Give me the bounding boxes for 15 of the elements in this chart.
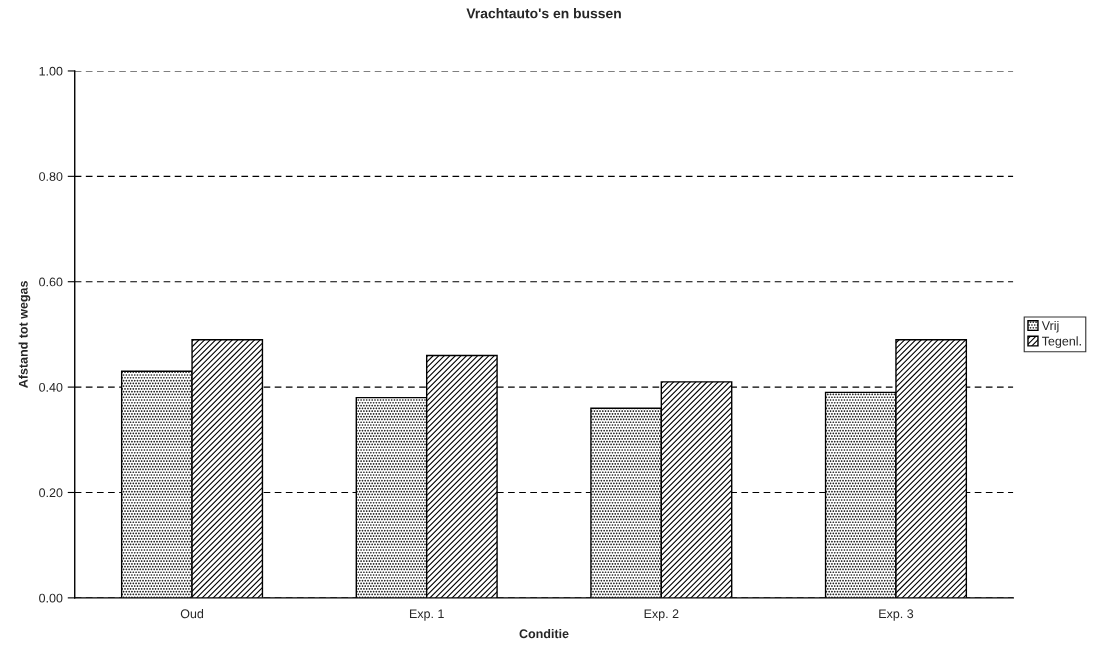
x-axis-title: Conditie: [519, 628, 569, 639]
x-tick-label: Oud: [180, 608, 204, 619]
legend-label: Vrij: [1041, 320, 1059, 333]
x-tick-label: Exp. 2: [644, 609, 679, 621]
y-tick-label: 0.60: [39, 277, 63, 287]
y-axis-title: Afstand tot wegas: [18, 281, 31, 388]
legend-label: Tegenl.: [1042, 336, 1081, 349]
y-tick-label: 0.00: [39, 593, 63, 603]
y-tick-label: 0.80: [39, 172, 63, 181]
y-tick-label: 0.40: [39, 382, 63, 392]
chart-title: Vrachtauto's en bussen: [466, 8, 621, 19]
x-tick-label: Exp. 1: [409, 609, 444, 621]
y-tick-label: 0.20: [39, 488, 63, 498]
x-tick-label: Exp. 3: [879, 609, 914, 621]
y-tick-label: 1.00: [39, 66, 63, 76]
